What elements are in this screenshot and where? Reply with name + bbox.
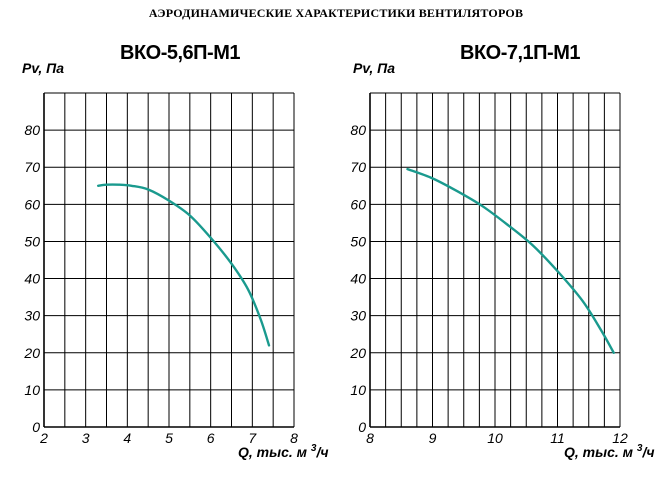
chart2-title: ВКО-7,1П-М1 bbox=[460, 42, 580, 64]
chart2-y-axis-label: Pv, Па bbox=[353, 60, 395, 76]
chart1-y-tick-label: 40 bbox=[24, 271, 40, 287]
chart2-x-axis-label: Q, тыс. м 3/ч bbox=[564, 443, 655, 460]
chart1-y-axis-label: Pv, Па bbox=[22, 60, 64, 76]
chart2-y-tick-label: 70 bbox=[350, 159, 366, 175]
chart2-x-tick-label: 9 bbox=[429, 430, 437, 446]
chart2-y-tick-label: 10 bbox=[350, 382, 366, 398]
chart1-y-tick-label: 70 bbox=[24, 159, 40, 175]
chart1-y-tick-label: 80 bbox=[24, 122, 40, 138]
chart1-x-tick-label: 3 bbox=[82, 430, 90, 446]
chart2-y-tick-label: 50 bbox=[350, 233, 366, 249]
chart2-x-tick-label: 10 bbox=[487, 430, 503, 446]
chart1-title: ВКО-5,6П-М1 bbox=[120, 42, 240, 64]
chart1-y-tick-label: 60 bbox=[24, 196, 40, 212]
chart2-y-tick-label: 80 bbox=[350, 122, 366, 138]
chart1-x-tick-label: 7 bbox=[248, 430, 257, 446]
chart1-x-tick-label: 4 bbox=[123, 430, 131, 446]
chart2-y-tick-label: 20 bbox=[349, 345, 366, 361]
chart1-series-line bbox=[96, 183, 271, 347]
chart1-x-tick-label: 2 bbox=[39, 430, 48, 446]
chart1-y-tick-label: 10 bbox=[24, 382, 40, 398]
chart1-x-tick-label: 6 bbox=[207, 430, 215, 446]
chart1-x-tick-label: 8 bbox=[290, 430, 298, 446]
chart2-x-tick-label: 11 bbox=[550, 430, 565, 446]
chart1-y-tick-label: 20 bbox=[23, 345, 40, 361]
chart1-x-tick-label: 5 bbox=[165, 430, 173, 446]
chart2-y-tick-label: 30 bbox=[350, 308, 366, 324]
chart1-y-tick-label: 30 bbox=[24, 308, 40, 324]
chart2-series-line bbox=[406, 167, 615, 354]
chart2-x-tick-label: 12 bbox=[612, 430, 628, 446]
chart1-y-tick-label: 50 bbox=[24, 233, 40, 249]
chart2-y-tick-label: 40 bbox=[350, 271, 366, 287]
chart2-y-tick-label: 0 bbox=[358, 419, 366, 435]
chart1-y-tick-label: 0 bbox=[32, 419, 40, 435]
chart1-x-axis-label: Q, тыс. м 3/ч bbox=[238, 443, 329, 460]
chart2-y-tick-label: 60 bbox=[350, 196, 366, 212]
page-title: АЭРОДИНАМИЧЕСКИЕ ХАРАКТЕРИСТИКИ ВЕНТИЛЯТ… bbox=[148, 6, 524, 20]
chart2-x-tick-label: 8 bbox=[366, 430, 374, 446]
